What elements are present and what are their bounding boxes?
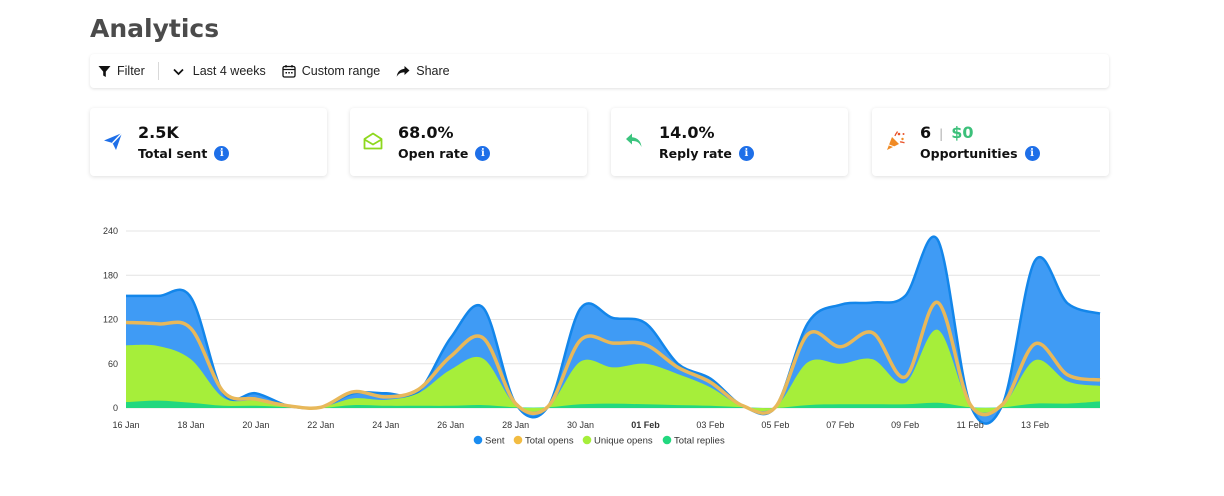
info-icon[interactable]: i [1024, 146, 1040, 161]
total-sent-label: Total sent i [138, 146, 230, 161]
total-replies-area [126, 400, 1100, 409]
total-replies-legend-label: Total replies [674, 436, 725, 447]
x-tick-label: 01 Feb [631, 420, 660, 430]
filter-button[interactable]: Filter [98, 64, 145, 78]
reply-rate-card: 14.0% Reply rate i [611, 108, 848, 176]
x-tick-label: 05 Feb [761, 420, 789, 430]
toolbar-divider [157, 62, 159, 80]
x-tick-label: 18 Jan [177, 420, 204, 430]
x-tick-label: 07 Feb [826, 420, 854, 430]
custom-range-label: Custom range [301, 64, 381, 78]
toolbar: Filter Last 4 weeks Custom range Share [90, 54, 1109, 88]
y-tick-label: 0 [113, 403, 118, 413]
y-tick-label: 240 [103, 226, 118, 236]
date-range-label: Last 4 weeks [192, 64, 266, 78]
x-tick-label: 11 Feb [956, 420, 983, 430]
y-tick-label: 120 [103, 315, 118, 325]
total-sent-card: 2.5K Total sent i [90, 108, 327, 176]
open-rate-label: Open rate i [398, 146, 491, 161]
x-tick-label: 20 Jan [242, 420, 269, 430]
x-tick-label: 24 Jan [372, 420, 399, 430]
unique-opens-legend-label: Unique opens [594, 436, 653, 447]
date-range-dropdown[interactable]: Last 4 weeks [172, 64, 266, 78]
total-sent-text: Total sent [138, 146, 208, 161]
x-tick-label: 22 Jan [307, 420, 334, 430]
y-tick-label: 60 [108, 359, 118, 369]
sent-legend-label: Sent [485, 436, 505, 447]
x-tick-label: 26 Jan [437, 420, 464, 430]
sent-legend-swatch [473, 435, 483, 445]
opportunities-count: 6 [920, 123, 932, 142]
unique-opens-area [126, 329, 1100, 413]
opportunities-value-row: 6 | $0 [920, 123, 973, 142]
info-icon[interactable]: i [738, 146, 754, 161]
x-tick-label: 03 Feb [696, 420, 724, 430]
total-opens-legend-label: Total opens [525, 436, 574, 447]
x-tick-label: 13 Feb [1021, 420, 1049, 430]
total-replies-legend-swatch [662, 435, 672, 445]
x-tick-label: 28 Jan [502, 420, 529, 430]
reply-rate-label: Reply rate i [659, 146, 754, 161]
calendar-icon [282, 65, 296, 78]
open-envelope-icon [363, 132, 383, 150]
chevron-down-icon [173, 68, 184, 75]
total-sent-value: 2.5K [138, 123, 179, 142]
info-icon[interactable]: i [214, 146, 230, 161]
filter-label: Filter [117, 64, 145, 78]
reply-rate-value: 14.0% [659, 123, 715, 142]
open-rate-card: 68.0% Open rate i [350, 108, 587, 176]
share-button[interactable]: Share [396, 64, 450, 78]
total-opens-line [125, 300, 1101, 417]
share-label: Share [416, 64, 450, 78]
y-tick-label: 180 [103, 270, 118, 280]
info-icon[interactable]: i [475, 146, 491, 161]
opportunities-label: Opportunities i [920, 146, 1040, 161]
page-title: Analytics [90, 14, 220, 43]
total-opens-legend-swatch [513, 435, 523, 445]
open-rate-value: 68.0% [398, 123, 454, 142]
custom-range-button[interactable]: Custom range [282, 64, 381, 78]
reply-arrow-icon [626, 133, 642, 147]
x-tick-label: 30 Jan [567, 420, 594, 430]
unique-opens-legend-swatch [582, 435, 592, 445]
value-divider: | [939, 127, 944, 141]
x-tick-label: 16 Jan [112, 420, 139, 430]
share-icon [396, 65, 410, 77]
reply-rate-text: Reply rate [659, 146, 732, 161]
opportunities-card: 6 | $0 Opportunities i [872, 108, 1109, 176]
x-tick-label: 09 Feb [891, 420, 919, 430]
paper-plane-icon [104, 132, 123, 150]
opportunities-text: Opportunities [920, 146, 1018, 161]
open-rate-text: Open rate [398, 146, 469, 161]
party-popper-icon [887, 131, 905, 150]
opportunities-amount: $0 [951, 123, 974, 142]
filter-icon [98, 65, 111, 77]
